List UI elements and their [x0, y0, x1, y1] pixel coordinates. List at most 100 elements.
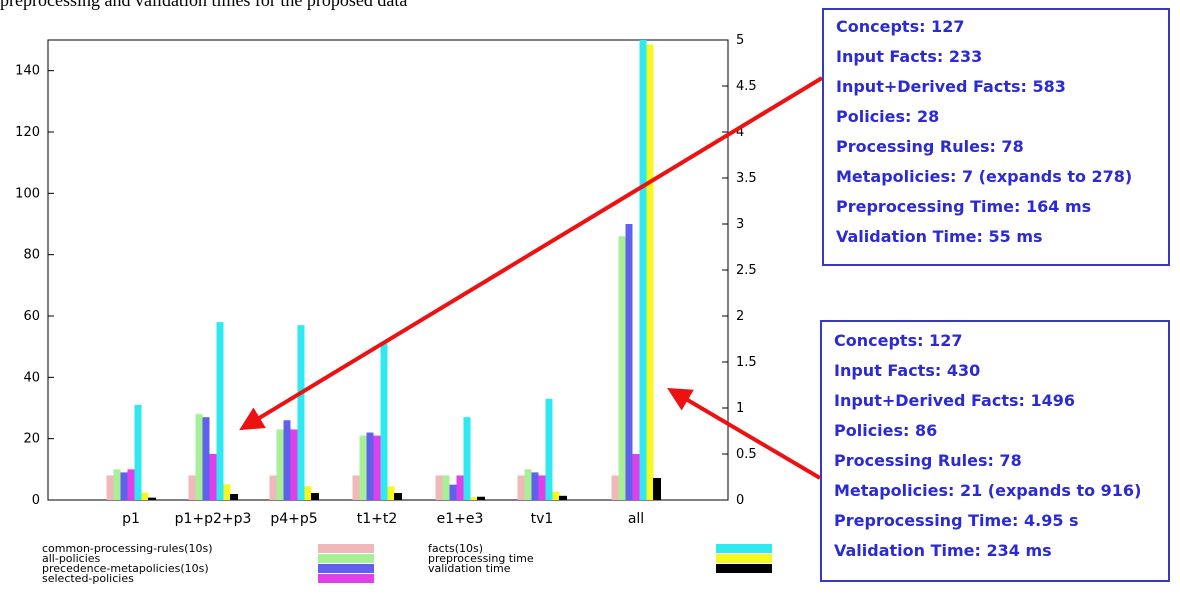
callout-box-p1p2p3: Concepts: 127 Input Facts: 233 Input+Deriv… — [822, 8, 1170, 266]
bar-selected-policies-p4-p5 — [290, 429, 298, 500]
bar-all-policies-all — [618, 236, 626, 500]
bar-selected-policies-p1 — [127, 469, 135, 500]
bar-selected-policies-t1-t2 — [373, 435, 381, 500]
right-tick-label: 4 — [736, 125, 744, 140]
right-tick-label: 1.5 — [736, 355, 757, 370]
legend-swatch — [716, 554, 772, 563]
bar-precedence-metapolicies-10s--p1 — [120, 472, 128, 500]
bar-preprocessing-time-p4-p5 — [304, 486, 312, 500]
right-tick-label: 0.5 — [736, 447, 757, 462]
bar-common-processing-rules-10s--p4-p5 — [269, 475, 277, 500]
callout-line: Concepts: 127 — [836, 17, 965, 36]
bar-selected-policies-e1-e3 — [456, 475, 464, 500]
callout-line: Input Facts: 430 — [834, 361, 981, 380]
bar-validation-time-p1-p2-p3 — [230, 493, 238, 501]
right-tick-label: 2.5 — [736, 263, 757, 278]
callout-line: Validation Time: 55 ms — [836, 227, 1043, 246]
bar-common-processing-rules-10s--t1-t2 — [352, 475, 360, 500]
bar-series — [106, 40, 661, 501]
page-caption: preprocessing and validation times for t… — [0, 0, 820, 20]
callout-line: Policies: 28 — [836, 107, 940, 126]
callout-line: Preprocessing Time: 164 ms — [836, 197, 1092, 216]
bar-validation-time-t1-t2 — [394, 493, 402, 501]
right-tick-label: 2 — [736, 309, 744, 324]
bar-validation-time-e1-e3 — [477, 496, 485, 501]
bar-facts-10s--p4-p5 — [297, 325, 305, 500]
category-label: t1+t2 — [357, 511, 398, 527]
legend-swatch — [318, 554, 374, 563]
left-y-axis: 0 20 40 60 80 100 120 140 — [15, 64, 54, 508]
bar-preprocessing-time-all — [646, 44, 654, 500]
bar-preprocessing-time-p1-p2-p3 — [223, 484, 231, 500]
bar-all-policies-t1-t2 — [359, 435, 367, 500]
bar-common-processing-rules-10s--tv1 — [517, 475, 525, 500]
callout-box-all: Concepts: 127 Input Facts: 430 Input+Deriv… — [820, 320, 1170, 582]
legend-label: preprocessing time — [428, 552, 534, 565]
bar-facts-10s--p1 — [134, 404, 142, 500]
callout-line: Metapolicies: 7 (expands to 278) — [836, 167, 1133, 186]
left-tick-label: 60 — [23, 309, 40, 324]
bar-all-policies-p1 — [113, 469, 121, 500]
right-y-axis: 0 0.5 1 1.5 2 2.5 3 3.5 4 4.5 5 — [722, 33, 757, 508]
category-label: p1+p2+p3 — [175, 511, 252, 527]
bar-validation-time-tv1 — [559, 495, 567, 501]
bar-precedence-metapolicies-10s--t1-t2 — [366, 432, 374, 500]
bar-precedence-metapolicies-10s--p4-p5 — [283, 420, 291, 500]
left-tick-label: 40 — [23, 370, 40, 385]
bar-facts-10s--all — [639, 40, 647, 500]
legend-label: selected-policies — [42, 572, 134, 585]
bar-selected-policies-p1-p2-p3 — [209, 454, 217, 500]
bar-all-policies-e1-e3 — [442, 475, 450, 500]
bar-all-policies-p4-p5 — [276, 429, 284, 500]
legend-label: precedence-metapolicies(10s) — [42, 562, 209, 575]
left-tick-label: 100 — [15, 186, 40, 201]
bar-all-policies-tv1 — [524, 469, 532, 500]
bar-common-processing-rules-10s--p1-p2-p3 — [188, 475, 196, 500]
bar-facts-10s--tv1 — [545, 398, 553, 500]
callout-line: Processing Rules: 78 — [836, 137, 1024, 156]
category-label: all — [628, 511, 644, 527]
callout-line: Input+Derived Facts: 583 — [836, 77, 1066, 96]
bar-common-processing-rules-10s--e1-e3 — [435, 475, 443, 500]
bar-selected-policies-all — [632, 454, 640, 500]
bar-preprocessing-time-p1 — [141, 492, 149, 500]
callout-arrow-2 — [667, 387, 822, 480]
bar-facts-10s--t1-t2 — [380, 343, 388, 500]
callout-line: Validation Time: 234 ms — [834, 541, 1052, 560]
callout-line: Policies: 86 — [834, 421, 938, 440]
bar-precedence-metapolicies-10s--p1-p2-p3 — [202, 417, 210, 500]
legend-swatch — [318, 564, 374, 573]
callout-line: Preprocessing Time: 4.95 s — [834, 511, 1079, 530]
callout-line: Metapolicies: 21 (expands to 916) — [834, 481, 1142, 500]
bar-common-processing-rules-10s--all — [611, 475, 619, 500]
left-tick-label: 140 — [15, 64, 40, 79]
category-label: tv1 — [531, 511, 554, 527]
callout-arrow-1 — [239, 76, 824, 431]
left-tick-label: 120 — [15, 125, 40, 140]
bar-precedence-metapolicies-10s--all — [625, 224, 633, 500]
bar-selected-policies-tv1 — [538, 475, 546, 500]
bar-facts-10s--e1-e3 — [463, 417, 471, 500]
bar-common-processing-rules-10s--p1 — [106, 475, 114, 500]
callout-line: Concepts: 127 — [834, 331, 963, 350]
bar-preprocessing-time-e1-e3 — [470, 497, 478, 500]
right-tick-label: 3.5 — [736, 171, 757, 186]
legend-swatch — [716, 564, 772, 573]
right-tick-label: 0 — [736, 493, 744, 508]
legend-swatch — [716, 544, 772, 553]
bar-validation-time-p4-p5 — [311, 493, 319, 501]
category-label: p1 — [122, 511, 140, 527]
category-label: e1+e3 — [437, 511, 484, 527]
bar-precedence-metapolicies-10s--tv1 — [531, 472, 539, 500]
right-tick-label: 4.5 — [736, 79, 757, 94]
legend-label: validation time — [428, 562, 511, 575]
category-labels: p1 p1+p2+p3 p4+p5 t1+t2 e1+e3 tv1 all — [122, 511, 644, 527]
right-tick-label: 1 — [736, 401, 744, 416]
left-tick-label: 0 — [32, 493, 40, 508]
bar-validation-time-all — [653, 477, 661, 501]
bar-preprocessing-time-t1-t2 — [387, 486, 395, 500]
right-tick-label: 5 — [736, 33, 744, 48]
left-tick-label: 80 — [23, 248, 40, 263]
callout-line: Processing Rules: 78 — [834, 451, 1022, 470]
